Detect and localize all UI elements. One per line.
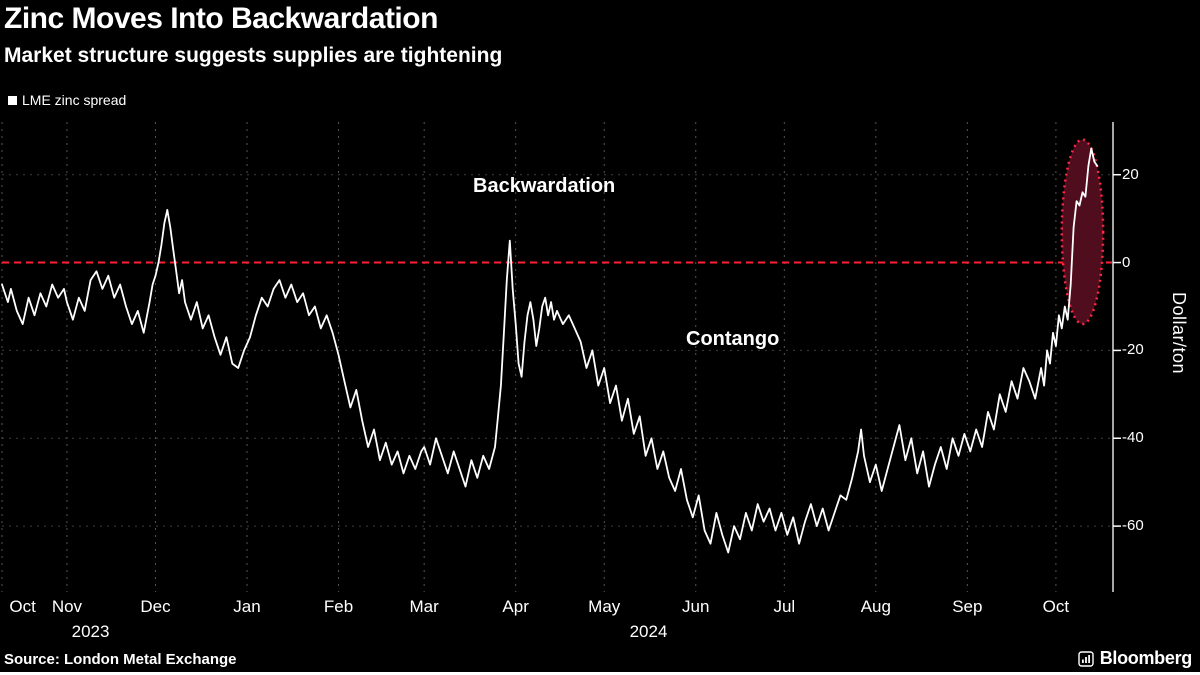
annotation-contango: Contango bbox=[686, 328, 780, 350]
legend-swatch-icon bbox=[8, 95, 17, 105]
page-subtitle: Market structure suggests supplies are t… bbox=[4, 44, 503, 67]
x-tick-label: Jul bbox=[773, 597, 796, 616]
bottom-divider bbox=[0, 672, 1200, 675]
bloomberg-logo: Bloomberg bbox=[1077, 648, 1193, 669]
year-label: 2024 bbox=[629, 622, 668, 641]
y-tick-label: -20 bbox=[1122, 341, 1144, 359]
x-tick-label: Aug bbox=[860, 597, 891, 616]
x-tick-label: Mar bbox=[409, 597, 439, 616]
x-tick-label: Sep bbox=[952, 597, 983, 616]
y-tick-label: 0 bbox=[1122, 253, 1131, 271]
y-tick-label: -40 bbox=[1122, 429, 1144, 447]
annotation-backwardation: Backwardation bbox=[473, 175, 616, 197]
x-tick-label: Apr bbox=[502, 597, 529, 616]
y-tick-label: 20 bbox=[1122, 165, 1139, 183]
source-credit: Source: London Metal Exchange bbox=[4, 651, 237, 668]
x-tick-label: Oct bbox=[9, 597, 36, 616]
year-label: 2023 bbox=[71, 622, 110, 641]
series-line bbox=[1, 147, 1099, 554]
x-tick-label: Jan bbox=[233, 597, 261, 616]
x-tick-label: Jun bbox=[682, 597, 710, 616]
x-tick-label: Nov bbox=[51, 597, 83, 616]
legend-label: LME zinc spread bbox=[22, 92, 127, 108]
x-tick-label: Dec bbox=[140, 597, 171, 616]
x-tick-label: May bbox=[588, 597, 621, 616]
bloomberg-chart-icon bbox=[1077, 650, 1094, 667]
y-axis-title: Dollar/ton bbox=[1169, 292, 1189, 375]
x-tick-label: Oct bbox=[1042, 597, 1070, 616]
x-tick-label: Feb bbox=[323, 597, 354, 616]
page-title: Zinc Moves Into Backwardation bbox=[4, 2, 438, 35]
highlight-ellipse bbox=[1060, 138, 1105, 326]
bloomberg-wordmark: Bloomberg bbox=[1099, 648, 1193, 668]
y-tick-label: -60 bbox=[1122, 517, 1144, 535]
legend: LME zinc spread bbox=[8, 92, 126, 108]
